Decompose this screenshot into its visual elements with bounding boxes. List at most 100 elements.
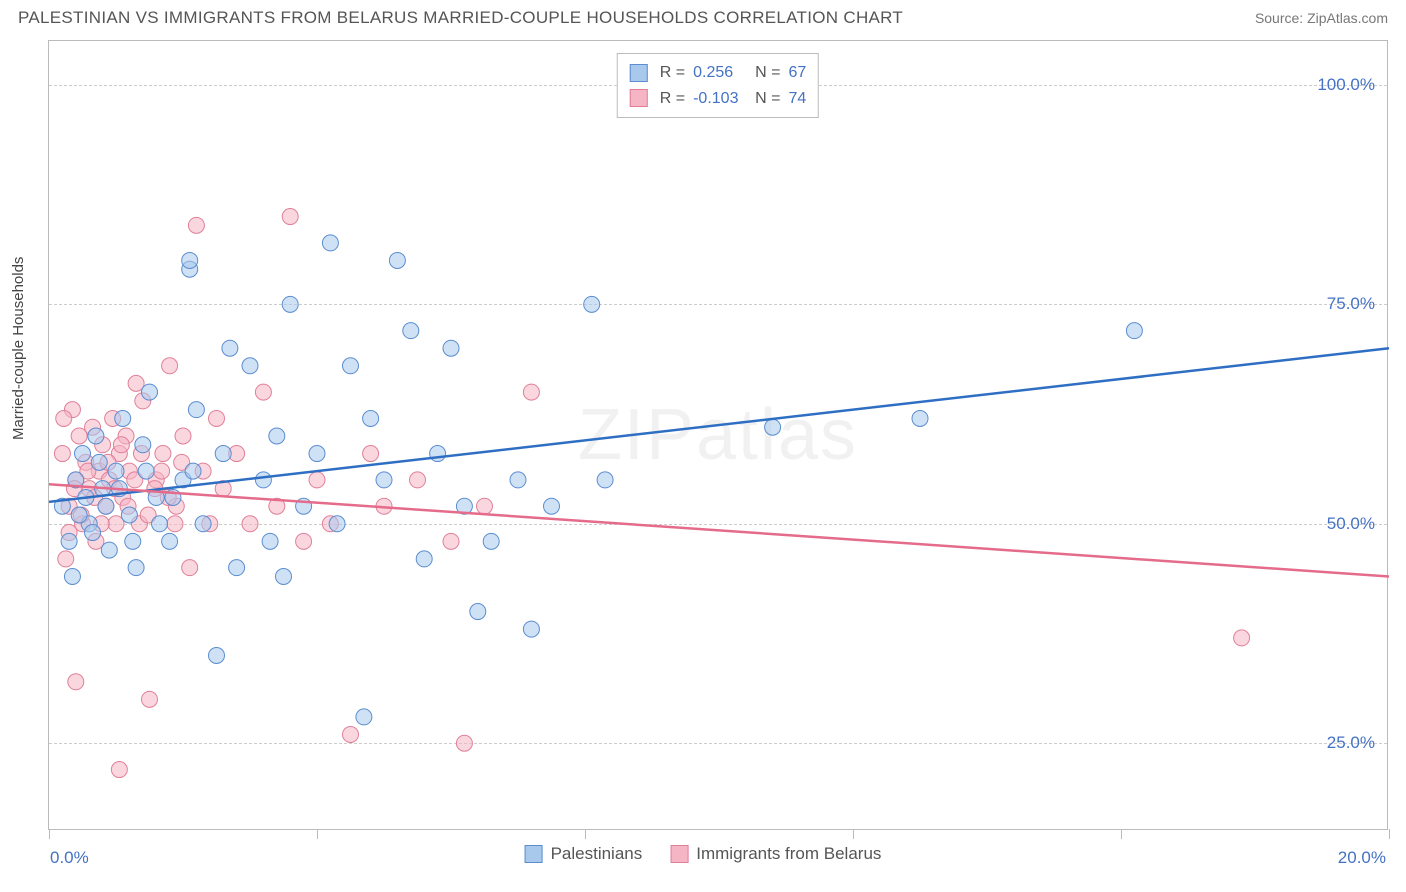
data-point	[182, 252, 198, 268]
data-point	[363, 410, 379, 426]
data-point	[71, 507, 87, 523]
data-point	[209, 410, 225, 426]
data-point	[282, 296, 298, 312]
scatter-svg	[49, 41, 1387, 829]
data-point	[1234, 630, 1250, 646]
data-point	[64, 568, 80, 584]
data-point	[309, 472, 325, 488]
data-point	[356, 709, 372, 725]
data-point	[269, 428, 285, 444]
data-point	[142, 691, 158, 707]
data-point	[154, 463, 170, 479]
data-point	[229, 560, 245, 576]
data-point	[912, 410, 928, 426]
data-point	[138, 463, 154, 479]
data-point	[443, 533, 459, 549]
legend-item: Palestinians	[525, 844, 643, 864]
data-point	[322, 235, 338, 251]
data-point	[185, 463, 201, 479]
x-tick-label-right: 20.0%	[1338, 848, 1386, 868]
data-point	[188, 217, 204, 233]
data-point	[68, 674, 84, 690]
swatch-icon	[630, 64, 648, 82]
data-point	[584, 296, 600, 312]
data-point	[182, 560, 198, 576]
data-point	[101, 542, 117, 558]
r-label: R =	[660, 60, 685, 86]
data-point	[510, 472, 526, 488]
data-point	[108, 463, 124, 479]
data-point	[167, 516, 183, 532]
chart-plot-area: ZIPatlas 25.0%50.0%75.0%100.0% R = 0.256…	[48, 40, 1388, 830]
data-point	[477, 498, 493, 514]
r-value-0: 0.256	[693, 60, 743, 86]
n-label: N =	[755, 60, 780, 86]
data-point	[242, 516, 258, 532]
data-point	[343, 726, 359, 742]
data-point	[195, 516, 211, 532]
data-point	[765, 419, 781, 435]
data-point	[255, 384, 271, 400]
x-tick	[853, 829, 854, 839]
data-point	[410, 472, 426, 488]
legend-item: Immigrants from Belarus	[670, 844, 881, 864]
data-point	[111, 762, 127, 778]
data-point	[376, 472, 392, 488]
chart-header: PALESTINIAN VS IMMIGRANTS FROM BELARUS M…	[0, 0, 1406, 32]
data-point	[255, 472, 271, 488]
data-point	[88, 428, 104, 444]
swatch-icon	[630, 89, 648, 107]
x-tick	[317, 829, 318, 839]
data-point	[142, 384, 158, 400]
data-point	[98, 498, 114, 514]
data-point	[175, 428, 191, 444]
data-point	[416, 551, 432, 567]
data-point	[58, 551, 74, 567]
n-label: N =	[755, 86, 780, 112]
series-legend: Palestinians Immigrants from Belarus	[525, 844, 882, 864]
n-value-0: 67	[788, 60, 806, 86]
swatch-icon	[670, 845, 688, 863]
legend-label: Palestinians	[551, 844, 643, 864]
data-point	[483, 533, 499, 549]
data-point	[403, 323, 419, 339]
data-point	[61, 533, 77, 549]
data-point	[363, 446, 379, 462]
data-point	[162, 533, 178, 549]
x-tick	[1389, 829, 1390, 839]
data-point	[152, 516, 168, 532]
data-point	[329, 516, 345, 532]
data-point	[309, 446, 325, 462]
stats-row-0: R = 0.256 N = 67	[630, 60, 806, 86]
data-point	[91, 454, 107, 470]
data-point	[262, 533, 278, 549]
legend-label: Immigrants from Belarus	[696, 844, 881, 864]
data-point	[523, 384, 539, 400]
y-axis-label: Married-couple Households	[10, 257, 27, 440]
data-point	[128, 560, 144, 576]
data-point	[155, 446, 171, 462]
data-point	[242, 358, 258, 374]
data-point	[113, 437, 129, 453]
data-point	[162, 358, 178, 374]
n-value-1: 74	[788, 86, 806, 112]
source-label: Source: ZipAtlas.com	[1255, 10, 1388, 26]
data-point	[597, 472, 613, 488]
chart-title: PALESTINIAN VS IMMIGRANTS FROM BELARUS M…	[18, 8, 903, 28]
data-point	[544, 498, 560, 514]
x-tick	[1121, 829, 1122, 839]
data-point	[443, 340, 459, 356]
data-point	[135, 437, 151, 453]
data-point	[343, 358, 359, 374]
data-point	[85, 525, 101, 541]
data-point	[121, 507, 137, 523]
data-point	[209, 647, 225, 663]
data-point	[296, 533, 312, 549]
data-point	[54, 446, 70, 462]
data-point	[56, 410, 72, 426]
data-point	[456, 735, 472, 751]
swatch-icon	[525, 845, 543, 863]
r-label: R =	[660, 86, 685, 112]
x-tick	[49, 829, 50, 839]
x-tick	[585, 829, 586, 839]
